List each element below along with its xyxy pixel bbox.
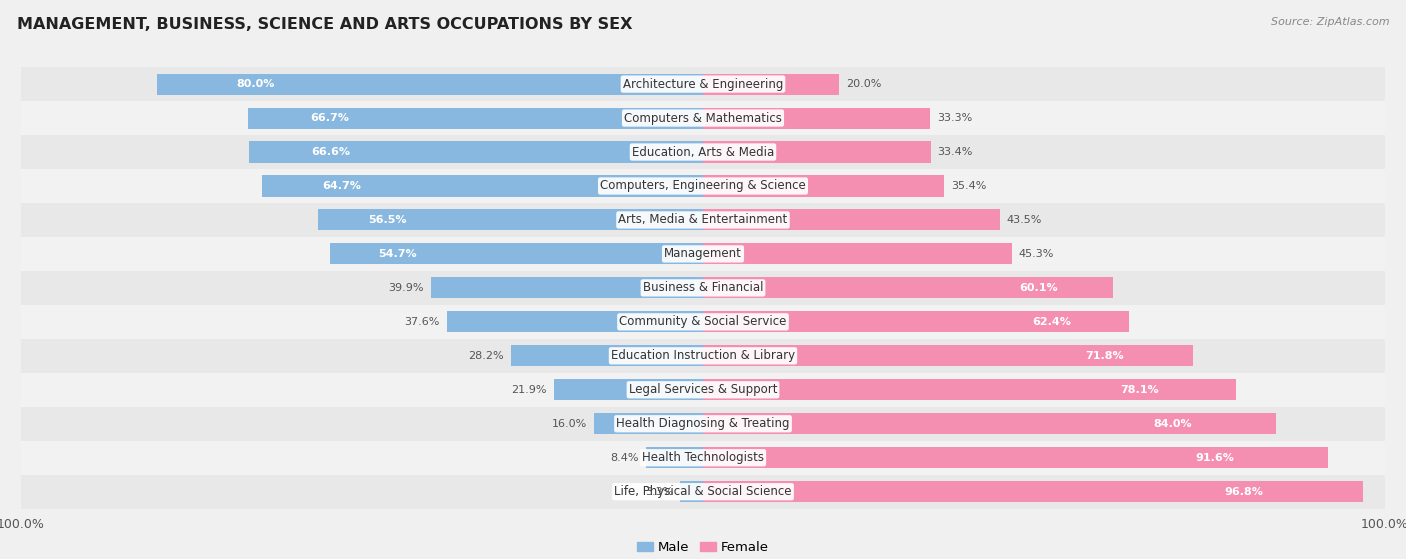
Bar	[645, 447, 703, 468]
Bar	[703, 345, 1192, 366]
Text: 66.6%: 66.6%	[311, 147, 350, 157]
Bar	[249, 107, 703, 129]
Legend: Male, Female: Male, Female	[631, 536, 775, 559]
Text: 43.5%: 43.5%	[1007, 215, 1042, 225]
Text: 45.3%: 45.3%	[1019, 249, 1054, 259]
Bar	[21, 339, 1385, 373]
Text: 3.3%: 3.3%	[645, 487, 673, 497]
Text: 80.0%: 80.0%	[236, 79, 274, 89]
Bar	[21, 373, 1385, 407]
Text: Architecture & Engineering: Architecture & Engineering	[623, 78, 783, 91]
Bar	[21, 237, 1385, 271]
Text: Source: ZipAtlas.com: Source: ZipAtlas.com	[1271, 17, 1389, 27]
Bar	[681, 481, 703, 502]
Bar	[554, 379, 703, 400]
Bar	[510, 345, 703, 366]
Text: 54.7%: 54.7%	[378, 249, 416, 259]
Text: 20.0%: 20.0%	[846, 79, 882, 89]
Bar	[318, 210, 703, 230]
Text: 35.4%: 35.4%	[952, 181, 987, 191]
Bar	[21, 305, 1385, 339]
Bar	[21, 101, 1385, 135]
Text: Arts, Media & Entertainment: Arts, Media & Entertainment	[619, 214, 787, 226]
Text: Computers & Mathematics: Computers & Mathematics	[624, 112, 782, 125]
Text: Health Diagnosing & Treating: Health Diagnosing & Treating	[616, 417, 790, 430]
Text: Business & Financial: Business & Financial	[643, 281, 763, 295]
Bar	[703, 141, 931, 163]
Text: Community & Social Service: Community & Social Service	[619, 315, 787, 328]
Text: 39.9%: 39.9%	[388, 283, 425, 293]
Text: Education, Arts & Media: Education, Arts & Media	[631, 145, 775, 159]
Bar	[21, 271, 1385, 305]
Bar	[703, 210, 1000, 230]
Bar	[249, 141, 703, 163]
Text: 91.6%: 91.6%	[1195, 453, 1234, 463]
Bar	[593, 413, 703, 434]
Text: Computers, Engineering & Science: Computers, Engineering & Science	[600, 179, 806, 192]
Text: 16.0%: 16.0%	[551, 419, 588, 429]
Bar	[21, 475, 1385, 509]
Bar	[703, 481, 1362, 502]
Bar	[703, 413, 1275, 434]
Text: 28.2%: 28.2%	[468, 351, 503, 361]
Bar	[21, 440, 1385, 475]
Text: 66.7%: 66.7%	[311, 113, 350, 123]
Bar	[21, 169, 1385, 203]
Text: 64.7%: 64.7%	[322, 181, 361, 191]
Text: 37.6%: 37.6%	[405, 317, 440, 327]
Text: 21.9%: 21.9%	[512, 385, 547, 395]
Text: 56.5%: 56.5%	[368, 215, 406, 225]
Bar	[21, 203, 1385, 237]
Bar	[703, 379, 1236, 400]
Bar	[21, 135, 1385, 169]
Text: MANAGEMENT, BUSINESS, SCIENCE AND ARTS OCCUPATIONS BY SEX: MANAGEMENT, BUSINESS, SCIENCE AND ARTS O…	[17, 17, 633, 32]
Bar	[703, 447, 1327, 468]
Bar	[21, 67, 1385, 101]
Bar	[703, 243, 1012, 264]
Text: 71.8%: 71.8%	[1085, 351, 1123, 361]
Text: Life, Physical & Social Science: Life, Physical & Social Science	[614, 485, 792, 498]
Text: Health Technologists: Health Technologists	[643, 451, 763, 464]
Bar	[703, 74, 839, 94]
Bar	[430, 277, 703, 299]
Text: 33.3%: 33.3%	[936, 113, 972, 123]
Text: Management: Management	[664, 248, 742, 260]
Text: 33.4%: 33.4%	[938, 147, 973, 157]
Text: 78.1%: 78.1%	[1121, 385, 1159, 395]
Bar	[703, 176, 945, 197]
Bar	[703, 311, 1129, 333]
Text: 60.1%: 60.1%	[1019, 283, 1059, 293]
Bar	[447, 311, 703, 333]
Bar	[703, 107, 931, 129]
Text: 84.0%: 84.0%	[1153, 419, 1192, 429]
Text: Legal Services & Support: Legal Services & Support	[628, 383, 778, 396]
Text: Education Instruction & Library: Education Instruction & Library	[612, 349, 794, 362]
Bar	[262, 176, 703, 197]
Bar	[157, 74, 703, 94]
Bar	[703, 277, 1112, 299]
Text: 62.4%: 62.4%	[1032, 317, 1071, 327]
Text: 8.4%: 8.4%	[610, 453, 638, 463]
Bar	[330, 243, 703, 264]
Text: 96.8%: 96.8%	[1225, 487, 1264, 497]
Bar	[21, 407, 1385, 440]
